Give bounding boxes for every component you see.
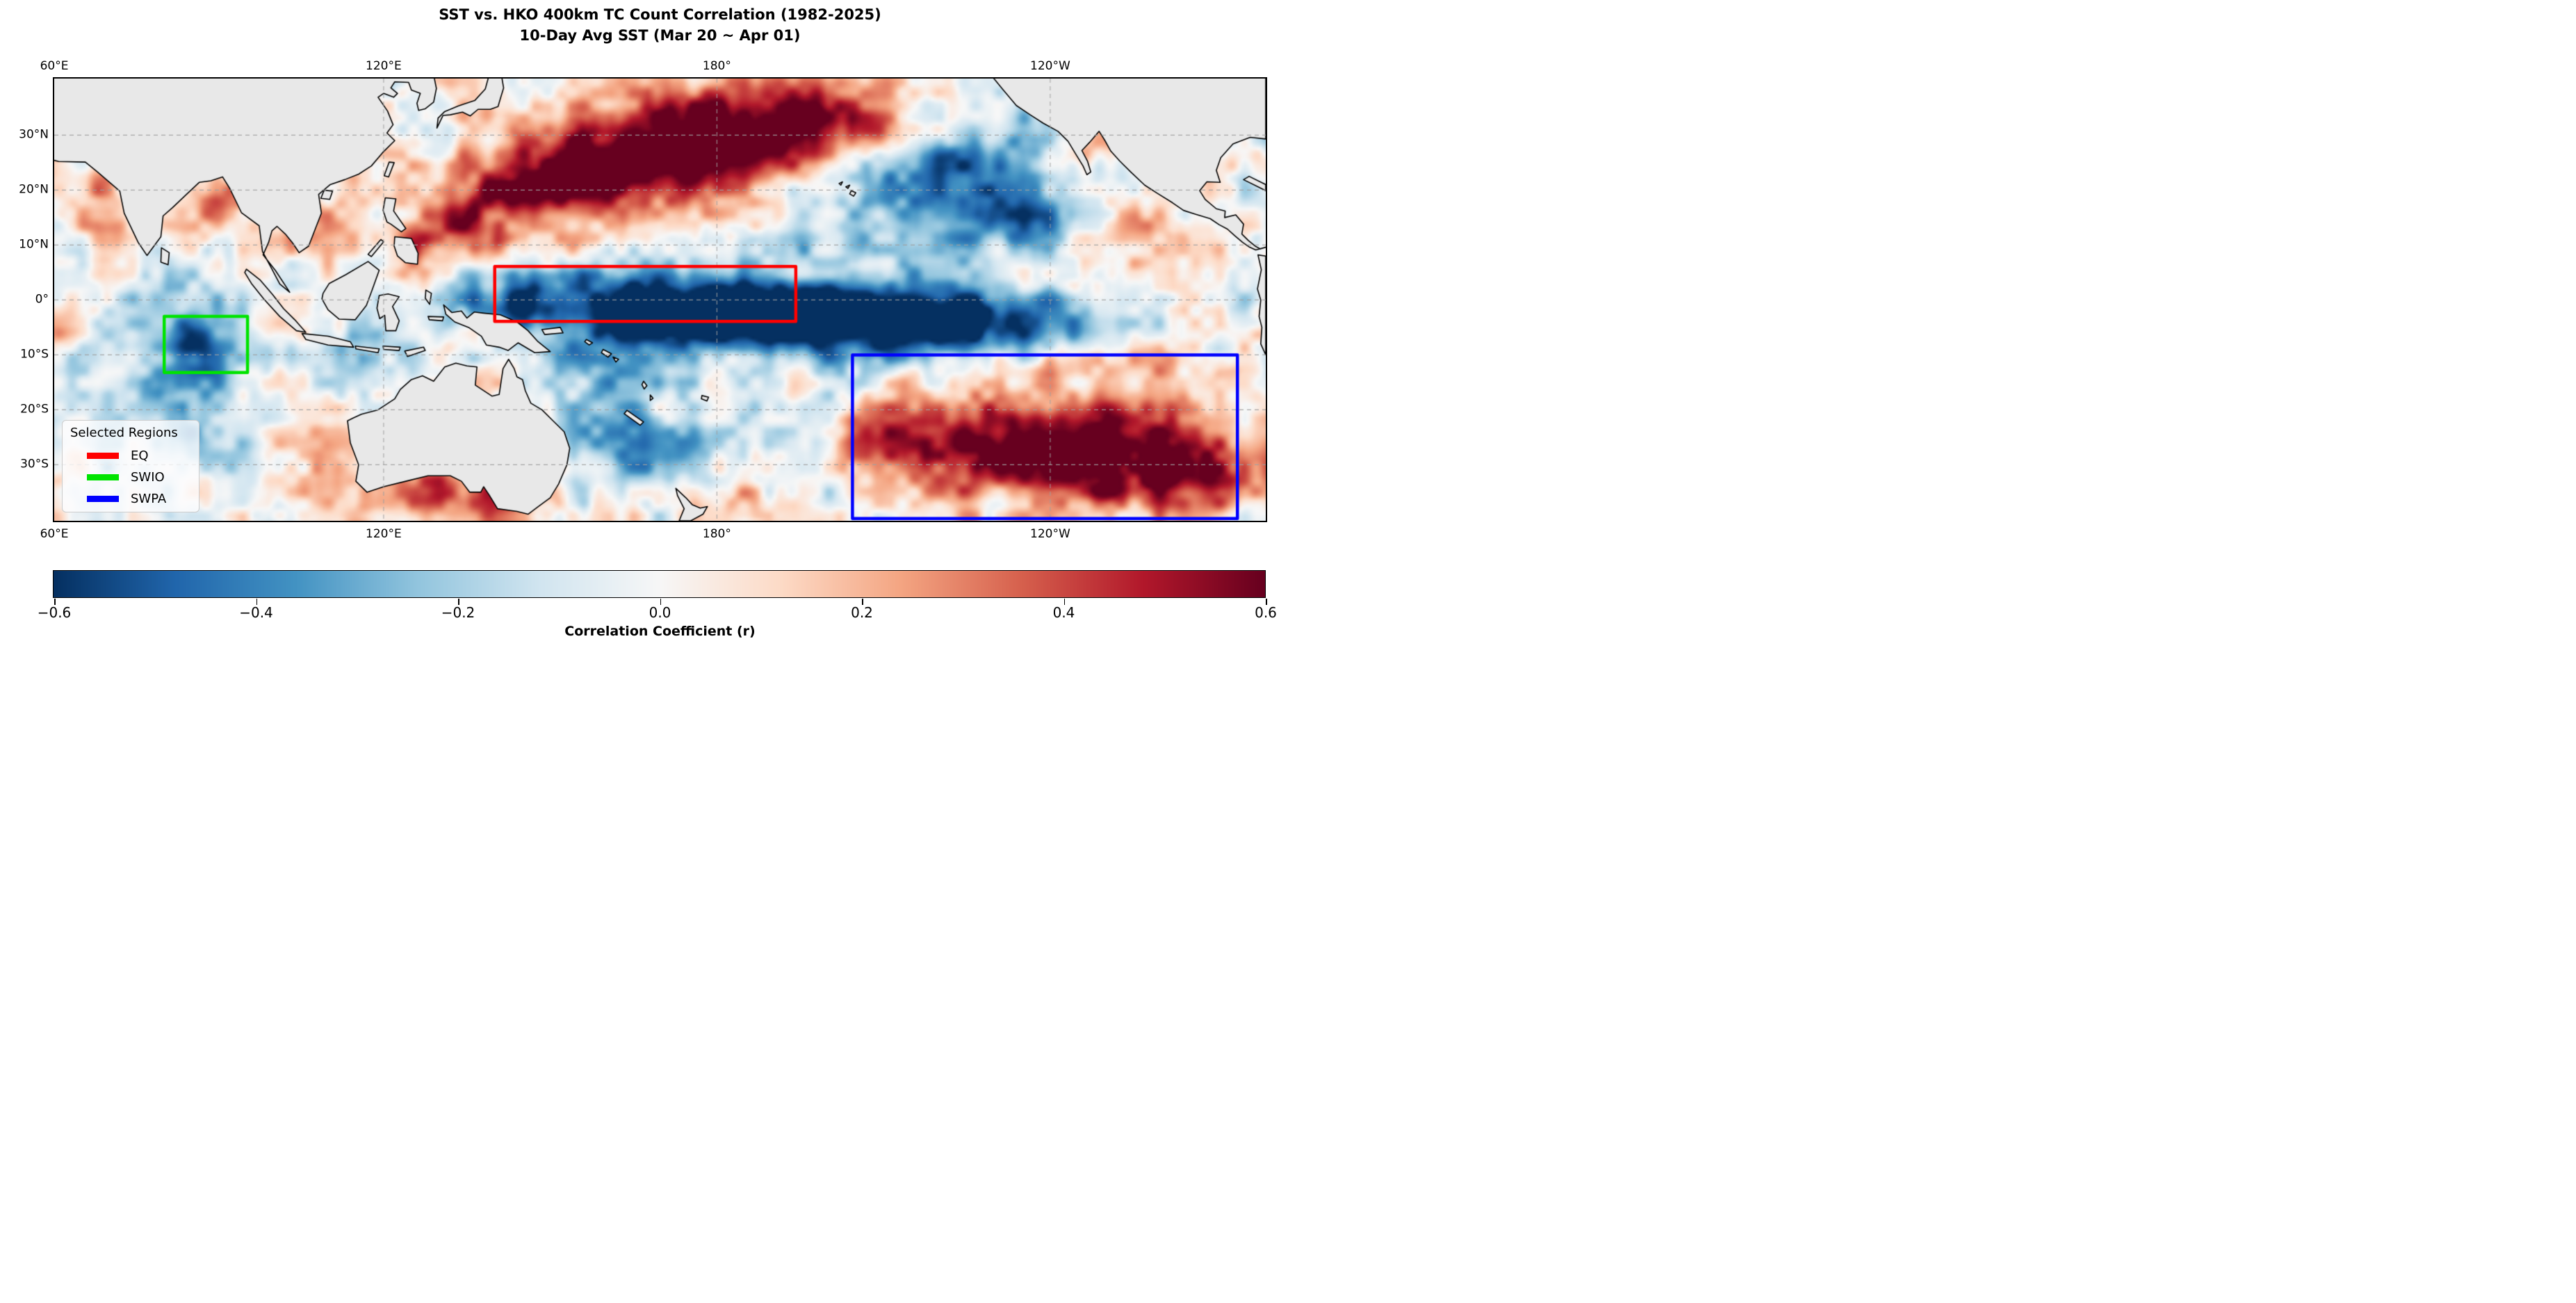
- colorbar-tick-mark: [54, 599, 56, 605]
- legend-item: SWIO: [70, 467, 192, 488]
- legend-item: EQ: [70, 445, 192, 467]
- top-tick-label: 180°: [702, 59, 731, 73]
- colorbar-tick-mark: [256, 599, 258, 605]
- legend: Selected Regions EQ SWIO SWPA: [62, 420, 199, 512]
- chart-title: SST vs. HKO 400km TC Count Correlation (…: [54, 4, 1266, 47]
- colorbar-tick-label: −0.4: [239, 604, 273, 621]
- top-tick-label: 120°E: [366, 59, 402, 73]
- colorbar-tick-label: 0.0: [649, 604, 671, 621]
- colorbar-tick-mark: [862, 599, 863, 605]
- colorbar: [53, 570, 1266, 599]
- legend-item-label: SWPA: [131, 492, 167, 506]
- bottom-tick-label: 180°: [702, 527, 731, 541]
- colorbar-tick-label: 0.6: [1255, 604, 1277, 621]
- legend-item-label: EQ: [131, 448, 149, 463]
- legend-title: Selected Regions: [70, 426, 178, 440]
- left-tick-label: 30°N: [19, 127, 49, 142]
- colorbar-tick-mark: [1063, 599, 1066, 605]
- legend-line-swatch: [87, 474, 119, 480]
- legend-line-swatch: [87, 496, 119, 502]
- top-tick-label: 120°W: [1030, 59, 1070, 73]
- colorbar-tick-mark: [660, 599, 662, 605]
- colorbar-tick-label: 0.2: [851, 604, 873, 621]
- colorbar-tick-label: −0.2: [441, 604, 475, 621]
- left-tick-label: 20°N: [19, 182, 49, 197]
- legend-item: SWPA: [70, 488, 192, 510]
- correlation-heatmap-canvas: [54, 79, 1266, 521]
- colorbar-tick-mark: [1266, 599, 1267, 605]
- bottom-tick-label: 60°E: [40, 527, 69, 541]
- chart-title-line1: SST vs. HKO 400km TC Count Correlation (…: [439, 6, 881, 23]
- left-tick-label: 30°S: [20, 458, 49, 472]
- colorbar-tick-label: −0.6: [37, 604, 72, 621]
- figure: SST vs. HKO 400km TC Count Correlation (…: [0, 0, 1288, 652]
- bottom-tick-label: 120°W: [1030, 527, 1070, 541]
- legend-line-swatch: [87, 453, 119, 459]
- top-tick-label: 60°E: [40, 59, 69, 73]
- colorbar-gradient-canvas: [54, 571, 1266, 598]
- left-tick-label: 20°S: [20, 403, 49, 417]
- left-tick-label: 10°S: [20, 347, 49, 362]
- legend-item-label: SWIO: [131, 470, 165, 485]
- colorbar-tick-mark: [458, 599, 459, 605]
- colorbar-tick-label: 0.4: [1052, 604, 1075, 621]
- chart-title-line2: 10-Day Avg SST (Mar 20 ~ Apr 01): [519, 27, 801, 44]
- bottom-tick-label: 120°E: [366, 527, 402, 541]
- colorbar-axis-label: Correlation Coefficient (r): [564, 624, 756, 639]
- left-tick-label: 0°: [35, 292, 49, 307]
- left-tick-label: 10°N: [19, 237, 49, 252]
- map-plot-area: Selected Regions EQ SWIO SWPA: [53, 77, 1267, 522]
